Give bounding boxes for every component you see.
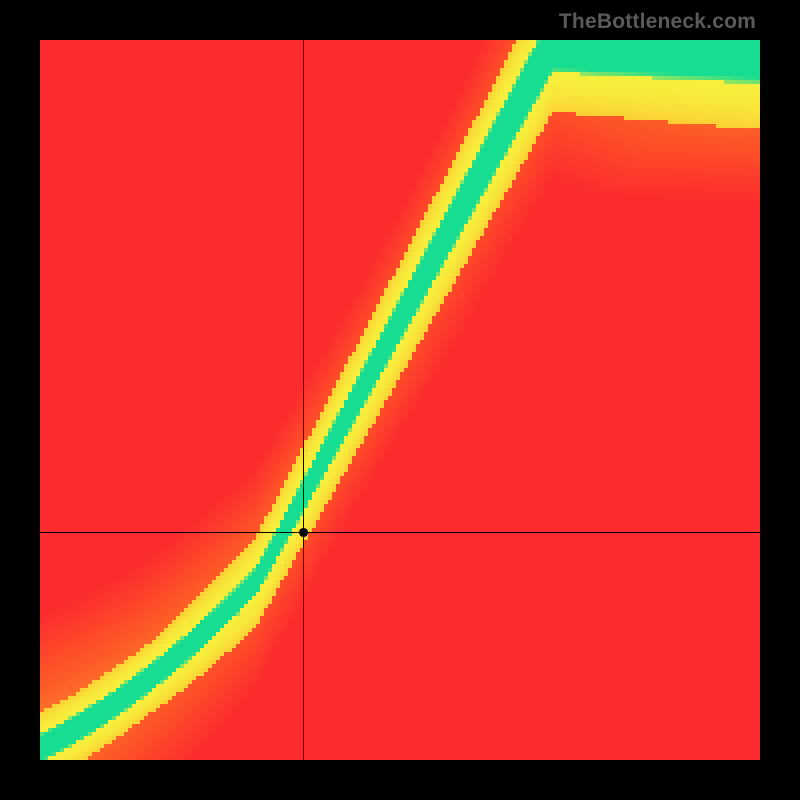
frame: TheBottleneck.com (0, 0, 800, 800)
plot-area (40, 40, 760, 760)
crosshair-overlay (40, 40, 760, 760)
watermark-text: TheBottleneck.com (559, 10, 756, 34)
